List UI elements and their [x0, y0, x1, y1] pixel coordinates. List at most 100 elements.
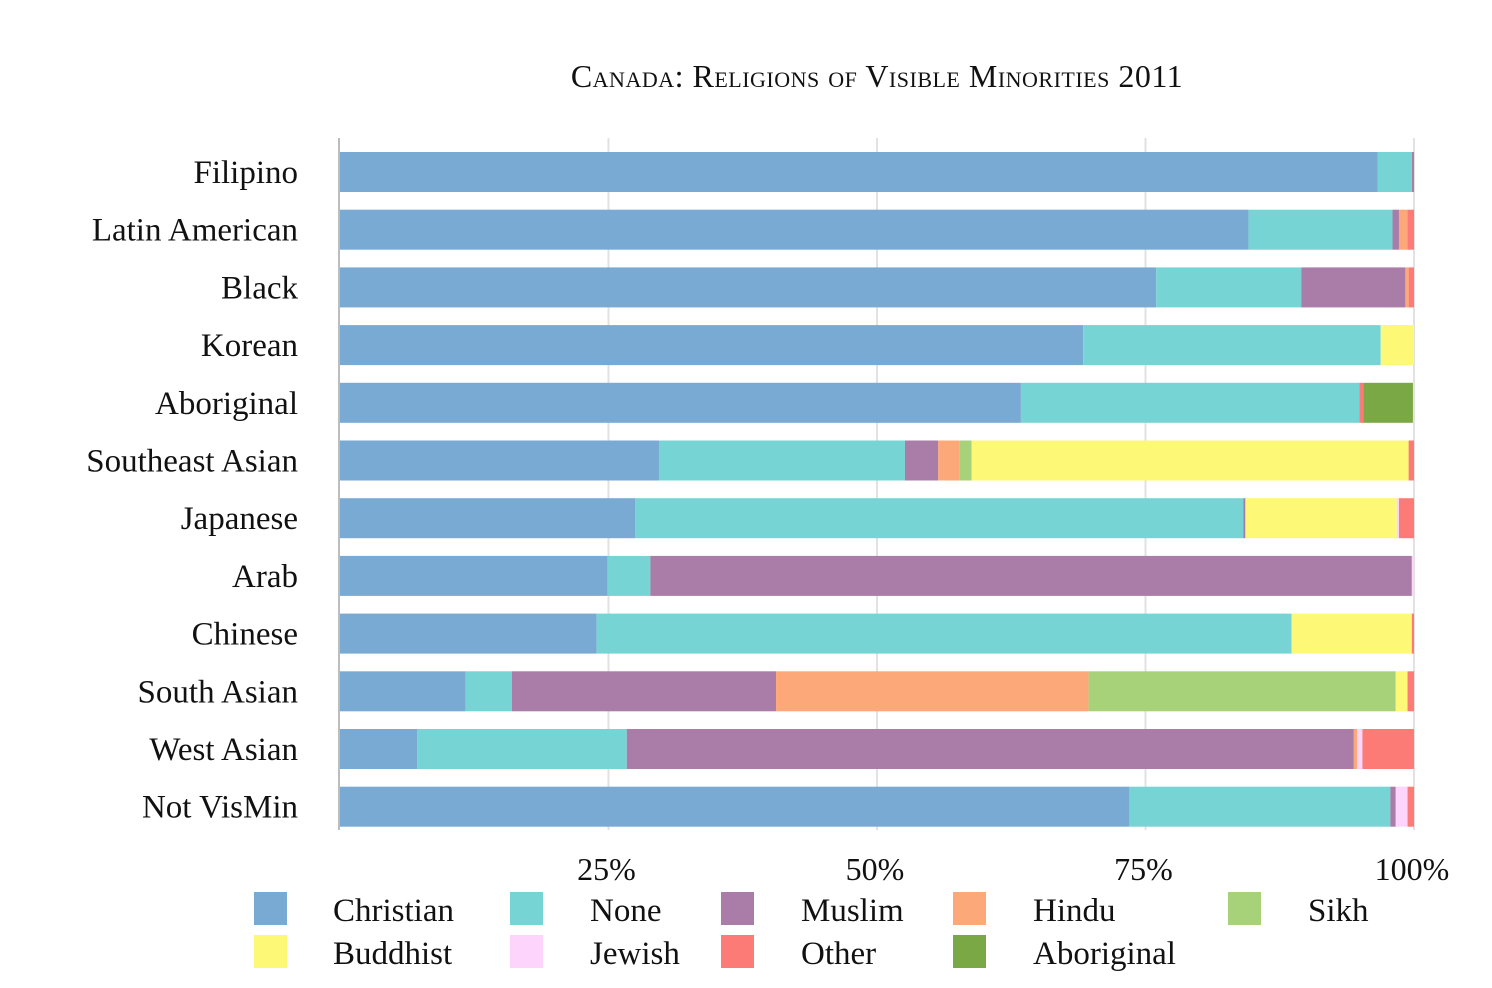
bar-south-asian-none	[465, 671, 512, 712]
x-tick-label: 25%	[577, 851, 636, 887]
legend-item-christian: Christian	[254, 892, 454, 929]
bar-row-black	[340, 267, 1414, 308]
bar-row-south-asian	[340, 671, 1414, 712]
bar-arab-jewish	[1411, 555, 1414, 596]
bar-chinese-christian	[340, 613, 597, 654]
bar-latin-american-muslim	[1392, 209, 1399, 250]
legend-item-sikh: Sikh	[1228, 892, 1369, 929]
bar-row-filipino	[340, 152, 1414, 192]
x-tick-labels: 25% 50% 75% 100%	[577, 851, 1449, 887]
category-label: Japanese	[181, 501, 298, 537]
bar-west-asian-other	[1362, 729, 1414, 769]
category-label: South Asian	[138, 674, 298, 710]
bar-west-asian-jewish	[1357, 729, 1363, 769]
legend-swatch	[1228, 892, 1261, 925]
bar-japanese-buddhist	[1245, 498, 1397, 539]
bar-row-chinese	[340, 613, 1414, 654]
bar-japanese-none	[635, 498, 1244, 539]
category-label: West Asian	[149, 732, 298, 768]
x-tick-label: 75%	[1114, 851, 1173, 887]
chart-title: Canada: Religions of Visible Minorities …	[570, 58, 1184, 94]
legend-item-muslim: Muslim	[721, 892, 904, 929]
bar-arab-none	[607, 555, 651, 596]
bar-south-asian-hindu	[776, 671, 1089, 712]
legend-label: Jewish	[590, 936, 680, 972]
legend-label: None	[590, 893, 661, 929]
legend-item-buddhist: Buddhist	[254, 935, 452, 972]
bar-arab-christian	[340, 555, 608, 596]
bar-south-asian-sikh	[1088, 671, 1396, 712]
bar-west-asian-christian	[340, 729, 418, 769]
bar-southeast-asian-muslim	[904, 440, 939, 481]
bar-latin-american-hindu	[1398, 209, 1408, 250]
legend-item-other: Other	[721, 935, 876, 972]
category-labels: Filipino Latin American Black Korean Aborigi…	[86, 155, 298, 826]
legend-item-jewish: Jewish	[510, 935, 680, 972]
legend-swatch	[953, 892, 986, 925]
bar-filipino-none	[1377, 152, 1412, 192]
legend-swatch	[254, 935, 287, 968]
category-label: Southeast Asian	[86, 444, 298, 480]
bar-black-hindu	[1405, 267, 1409, 308]
bar-south-asian-christian	[340, 671, 466, 712]
legend-swatch	[953, 935, 986, 968]
bar-row-west-asian	[340, 729, 1414, 769]
bar-japanese-christian	[340, 498, 636, 539]
bar-southeast-asian-christian	[340, 440, 659, 481]
bar-not-vismin-muslim	[1390, 786, 1396, 827]
category-label: Latin American	[92, 213, 298, 249]
category-label: Arab	[232, 559, 298, 595]
category-label: Aboriginal	[155, 386, 298, 422]
bar-korean-buddhist	[1380, 325, 1414, 366]
bar-southeast-asian-sikh	[959, 440, 972, 481]
bar-black-muslim	[1301, 267, 1406, 308]
legend-label: Sikh	[1308, 893, 1369, 929]
x-tick-label: 50%	[846, 851, 905, 887]
category-label: Filipino	[193, 155, 298, 191]
category-label: Chinese	[192, 617, 298, 653]
bar-arab-muslim	[650, 555, 1412, 596]
bar-black-other	[1408, 267, 1414, 308]
bars	[340, 152, 1414, 827]
bar-south-asian-buddhist	[1395, 671, 1408, 712]
bar-southeast-asian-buddhist	[971, 440, 1409, 481]
category-label: Korean	[201, 328, 298, 364]
bar-southeast-asian-other	[1408, 440, 1414, 481]
bar-south-asian-other	[1407, 671, 1414, 712]
legend: Christian None Muslim Hindu Sikh Buddhist Jewi…	[254, 892, 1369, 972]
bar-korean-none	[1083, 325, 1381, 366]
legend-label: Hindu	[1033, 893, 1116, 929]
bar-japanese-jewish	[1396, 498, 1399, 539]
legend-label: Buddhist	[333, 936, 452, 972]
bar-west-asian-none	[417, 729, 627, 769]
bar-row-japanese	[340, 498, 1414, 539]
bar-aboriginal-aboriginal	[1363, 382, 1413, 423]
legend-swatch	[510, 892, 543, 925]
bar-chinese-other	[1411, 613, 1414, 654]
legend-item-hindu: Hindu	[953, 892, 1116, 929]
category-label: Not VisMin	[142, 790, 298, 826]
gridlines	[338, 138, 1415, 830]
bar-chinese-none	[596, 613, 1292, 654]
bar-black-none	[1156, 267, 1302, 308]
legend-item-aboriginal: Aboriginal	[953, 935, 1176, 972]
legend-label: Other	[801, 936, 876, 972]
bar-latin-american-christian	[340, 209, 1249, 250]
legend-label: Muslim	[801, 893, 904, 929]
bar-aboriginal-other	[1359, 382, 1364, 423]
bar-aboriginal-none	[1020, 382, 1360, 423]
legend-swatch	[510, 935, 543, 968]
bar-japanese-muslim	[1243, 498, 1246, 539]
bar-west-asian-muslim	[626, 729, 1354, 769]
legend-swatch	[721, 935, 754, 968]
bar-southeast-asian-none	[658, 440, 905, 481]
legend-label: Aboriginal	[1033, 936, 1176, 972]
bar-row-not-vismin	[340, 786, 1414, 827]
category-label: Black	[221, 270, 298, 306]
bar-row-southeast-asian	[340, 440, 1414, 481]
bar-row-arab	[340, 555, 1414, 596]
bar-not-vismin-jewish	[1395, 786, 1408, 827]
bar-black-christian	[340, 267, 1157, 308]
bar-not-vismin-other	[1407, 786, 1414, 827]
bar-south-asian-muslim	[511, 671, 777, 712]
